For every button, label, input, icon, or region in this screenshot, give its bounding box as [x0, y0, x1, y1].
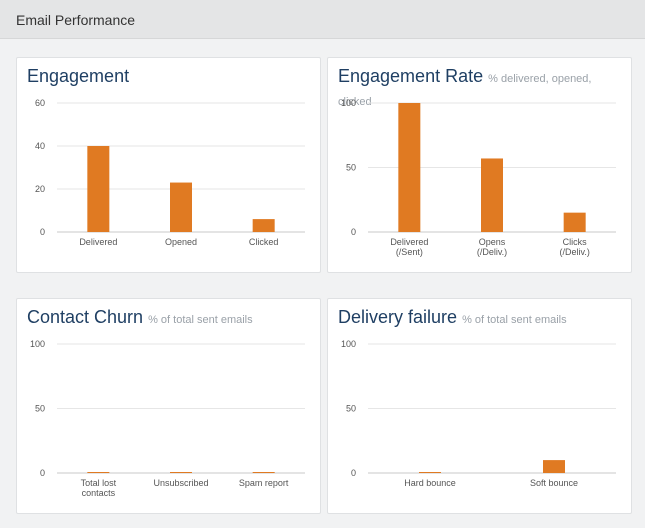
- x-tick-label: Unsubscribed: [153, 478, 208, 488]
- chart-title: Contact Churn: [27, 307, 144, 327]
- y-tick-label: 0: [351, 468, 356, 478]
- contact-churn-chart: 0 50 100 Total lost contacts Unsubscribed Spam…: [30, 339, 305, 498]
- engagement-panel: Engagement 0 20 40 60 Delivered Opened Clicked: [16, 57, 321, 273]
- x-tick-label: Clicks (/Deliv.): [559, 237, 589, 257]
- x-tick-label-line: Hard bounce: [404, 478, 456, 488]
- chart-title: Delivery failure: [338, 307, 458, 327]
- x-tick-label-line: Opens: [479, 237, 506, 247]
- chart-title: Engagement Rate: [338, 66, 484, 86]
- chart-subtitle: % of total sent emails: [148, 314, 253, 326]
- bar: [87, 146, 110, 232]
- x-tick-label: Clicked: [249, 237, 279, 247]
- y-tick-label: 50: [346, 163, 356, 173]
- bar: [170, 182, 192, 232]
- panel-title: Engagement Rate % delivered, opened, cli…: [338, 66, 618, 112]
- panel-title: Delivery failure % of total sent emails: [338, 307, 618, 330]
- panel-title: Contact Churn % of total sent emails: [27, 307, 307, 330]
- bar: [543, 460, 565, 473]
- bar: [252, 472, 275, 473]
- page-header: Email Performance: [0, 0, 645, 39]
- x-tick-label-line: Clicks: [563, 237, 587, 247]
- x-tick-label: Total lost contacts: [81, 478, 117, 498]
- x-tick-label: Delivered: [79, 237, 117, 247]
- x-tick-label-line: Opened: [165, 237, 197, 247]
- bar: [481, 158, 503, 232]
- y-tick-label: 50: [35, 404, 45, 414]
- y-tick-label: 0: [351, 227, 356, 237]
- x-tick-label: Opens (/Deliv.): [477, 237, 507, 257]
- y-tick-label: 100: [341, 98, 356, 108]
- x-tick-label-line: (/Deliv.): [559, 247, 589, 257]
- bar: [87, 472, 110, 473]
- x-tick-label-line: contacts: [82, 488, 116, 498]
- y-tick-label: 60: [35, 98, 45, 108]
- y-tick-label: 50: [346, 404, 356, 414]
- bar: [252, 219, 275, 232]
- x-tick-label-line: (/Sent): [396, 247, 423, 257]
- page-title: Email Performance: [16, 12, 136, 28]
- y-tick-label: 0: [40, 227, 45, 237]
- y-tick-label: 20: [35, 184, 45, 194]
- x-tick-label: Soft bounce: [530, 478, 578, 488]
- x-tick-label-line: Total lost: [81, 478, 117, 488]
- engagement-rate-panel: Engagement Rate % delivered, opened, cli…: [327, 57, 632, 273]
- x-tick-label-line: Delivered: [79, 237, 117, 247]
- delivery-failure-panel: Delivery failure % of total sent emails …: [327, 298, 632, 514]
- y-tick-label: 100: [30, 339, 45, 349]
- chart-subtitle: % of total sent emails: [462, 314, 567, 326]
- contact-churn-panel: Contact Churn % of total sent emails 0 50…: [16, 298, 321, 514]
- y-tick-label: 100: [341, 339, 356, 349]
- x-tick-label-line: Unsubscribed: [153, 478, 208, 488]
- x-tick-label-line: Spam report: [239, 478, 289, 488]
- x-tick-label: Hard bounce: [404, 478, 456, 488]
- bar: [419, 472, 441, 473]
- y-tick-label: 0: [40, 468, 45, 478]
- chart-title: Engagement: [27, 66, 130, 86]
- x-tick-label-line: (/Deliv.): [477, 247, 507, 257]
- x-tick-label-line: Clicked: [249, 237, 279, 247]
- x-tick-label-line: Delivered: [390, 237, 428, 247]
- bar: [563, 212, 586, 232]
- x-tick-label: Opened: [165, 237, 197, 247]
- engagement-chart: 0 20 40 60 Delivered Opened Clicked: [35, 98, 305, 247]
- x-tick-label-line: Soft bounce: [530, 478, 578, 488]
- chart-subtitle: % delivered, opened, clicked: [338, 73, 592, 108]
- bar: [398, 103, 421, 232]
- bar: [170, 472, 192, 473]
- panel-title: Engagement: [27, 66, 307, 86]
- x-tick-label: Delivered (/Sent): [390, 237, 428, 257]
- y-tick-label: 40: [35, 141, 45, 151]
- delivery-failure-chart: 0 50 100 Hard bounce Soft bounce: [341, 339, 616, 488]
- x-tick-label: Spam report: [239, 478, 289, 488]
